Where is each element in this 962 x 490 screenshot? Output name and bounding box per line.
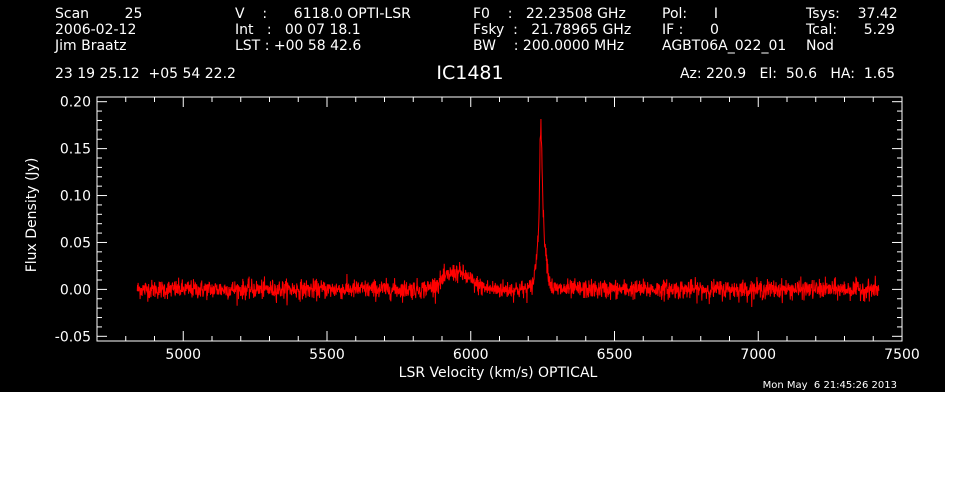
header-integration: Int : 00 07 18.1	[235, 22, 361, 38]
header-lst: LST : +00 58 42.6	[235, 38, 362, 54]
y-tick-label: 0.10	[60, 189, 91, 205]
header-tcal: Tcal: 5.29	[806, 22, 895, 38]
chart-title: IC1481	[436, 62, 504, 84]
header-pol: Pol: I	[662, 6, 718, 22]
header-fsky: Fsky : 21.78965 GHz	[473, 22, 632, 38]
spectrum-chart: 5000 5500 6000 6500 7000 7500 -0.05 0.00 0.05 0.1…	[24, 95, 920, 381]
header-if: IF : 0	[662, 22, 719, 38]
timestamp: Mon May 6 21:45:26 2013	[762, 380, 897, 391]
plot-panel: Scan 25 2006-02-12 Jim Braatz V : 6118.0…	[0, 0, 945, 392]
x-tick-label: 7000	[740, 347, 776, 363]
x-tick-label: 6000	[453, 347, 489, 363]
header-mode: Nod	[806, 38, 834, 54]
header-velocity: V : 6118.0 OPTI-LSR	[235, 6, 411, 22]
header-azel: Az: 220.9 El: 50.6 HA: 1.65	[679, 66, 895, 82]
header-bw: BW : 200.0000 MHz	[473, 38, 625, 54]
header-scan: Scan 25	[55, 6, 143, 22]
y-tick-label: 0.05	[60, 235, 91, 251]
header-tsys: Tsys: 37.42	[806, 6, 898, 22]
x-tick-label: 7500	[884, 347, 920, 363]
x-tick-label: 5000	[165, 347, 201, 363]
y-tick-label: 0.15	[60, 142, 91, 158]
x-tick-label: 6500	[597, 347, 633, 363]
x-tick-label: 5500	[309, 347, 345, 363]
header-date: 2006-02-12	[55, 22, 137, 38]
y-axis-label: Flux Density (Jy)	[24, 158, 40, 273]
y-tick-label: 0.00	[60, 282, 91, 298]
y-tick-label: 0.20	[60, 95, 91, 111]
series-spectrum-line	[136, 119, 880, 308]
axes: 5000 5500 6000 6500 7000 7500 -0.05 0.00 0.05 0.1…	[55, 95, 920, 363]
x-axis-label: LSR Velocity (km/s) OPTICAL	[399, 365, 598, 381]
header-f0: F0 : 22.23508 GHz	[473, 6, 626, 22]
header-observer: Jim Braatz	[55, 38, 127, 54]
plot-frame	[96, 96, 903, 342]
header-project: AGBT06A_022_01	[662, 38, 787, 54]
y-tick-label: -0.05	[55, 329, 91, 345]
header-coords: 23 19 25.12 +05 54 22.2	[55, 66, 236, 82]
